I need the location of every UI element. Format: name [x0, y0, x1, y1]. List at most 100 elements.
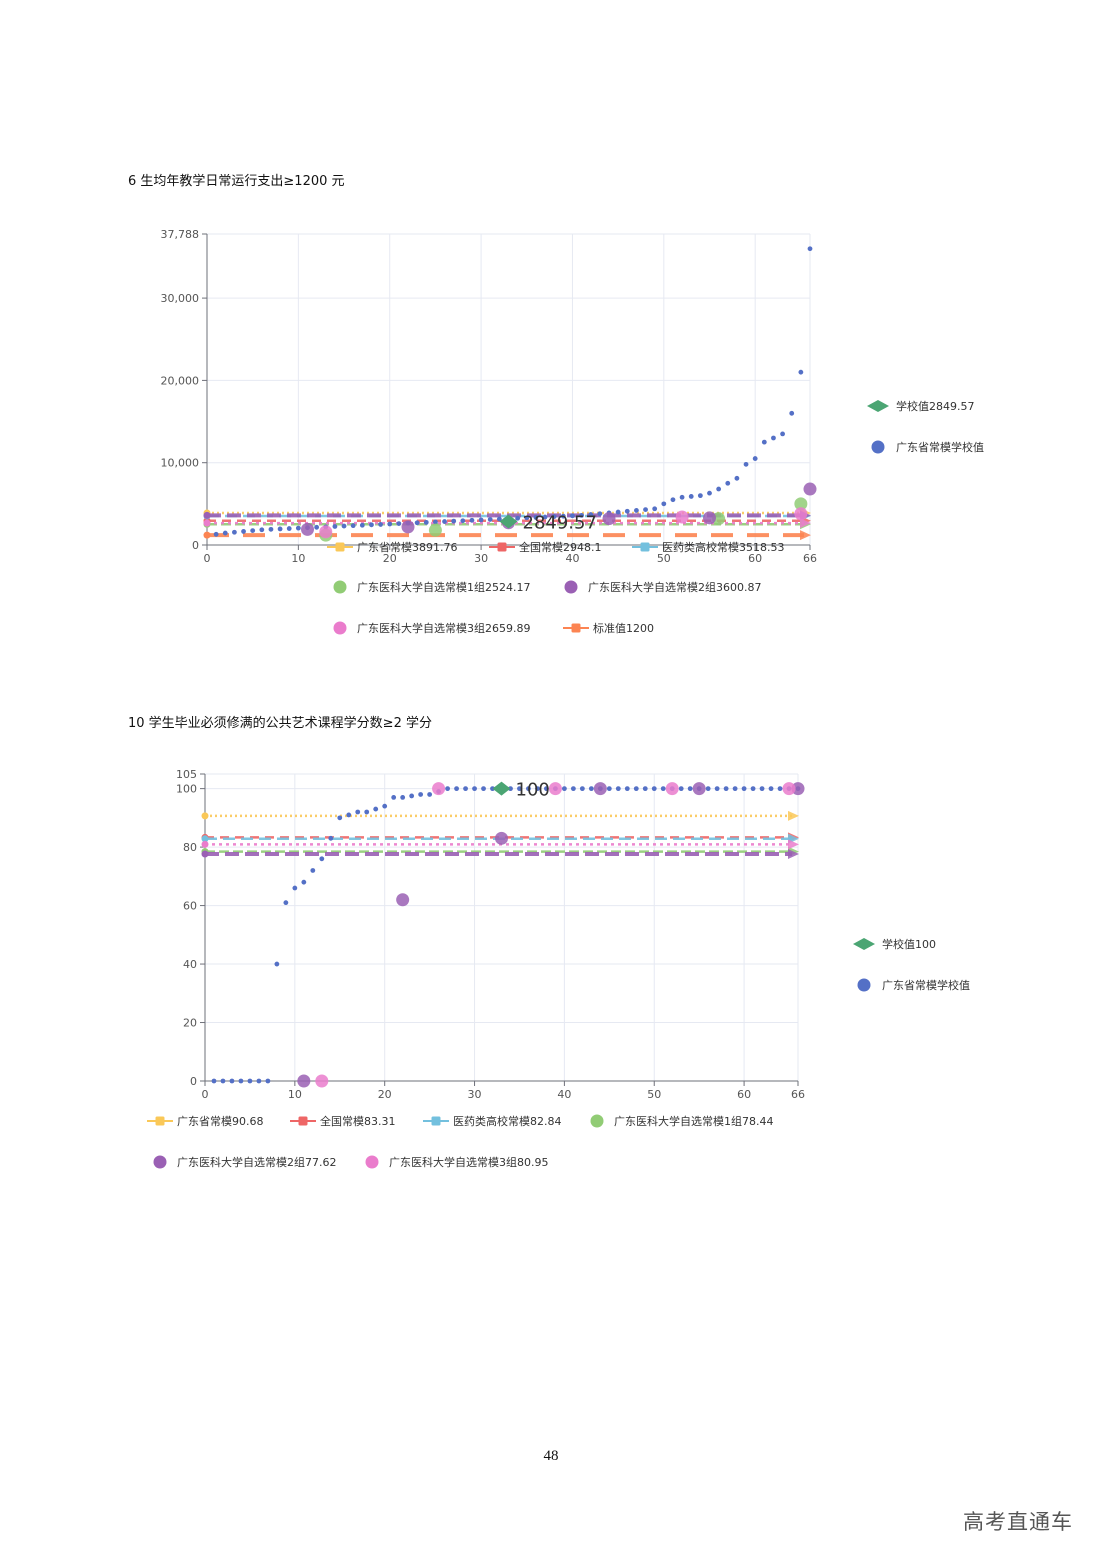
legend-dot-icon [871, 440, 885, 454]
province-point [409, 793, 415, 799]
school-value-point [499, 514, 518, 529]
province-point [451, 518, 457, 524]
side-legend: 学校值100 广东省常模学校值 [853, 937, 970, 992]
legend-label: 广东医科大学自选常模3组2659.89 [357, 621, 531, 635]
y-tick-label: 37,788 [161, 228, 200, 241]
province-point [606, 786, 612, 792]
reference-line-start-marker [201, 840, 209, 848]
province-point [301, 879, 307, 885]
legend-label: 全国常模83.31 [320, 1114, 396, 1128]
side-legend: 学校值2849.57 广东省常模学校值 [867, 399, 984, 454]
province-point [283, 900, 289, 906]
province-point [660, 786, 666, 792]
legend-circle-icon [590, 1114, 604, 1128]
province-point [679, 494, 685, 500]
group-mark-point [803, 482, 817, 496]
legend-dot-icon [857, 978, 871, 992]
province-point [387, 521, 393, 527]
province-point [469, 517, 475, 523]
group-mark-point [782, 782, 796, 796]
legend-label: 广东医科大学自选常模1组78.44 [614, 1114, 774, 1128]
chart1-heading: 6 生均年教学日常运行支出≥1200 元 [128, 174, 345, 189]
province-point [517, 786, 522, 792]
reference-line-start-marker [201, 812, 209, 820]
legend-label: 广东省常模学校值 [896, 440, 984, 454]
group-mark-point [791, 782, 805, 796]
province-point [341, 523, 347, 529]
province-point [798, 369, 804, 375]
province-point [661, 501, 667, 507]
province-point [544, 786, 549, 792]
legend-item: 广东医科大学自选常模1组2524.17 [333, 580, 531, 594]
province-point [247, 1078, 253, 1084]
province-point [732, 786, 738, 792]
province-point [533, 515, 539, 520]
province-point [423, 519, 429, 525]
legend-label: 医药类高校常模3518.53 [662, 540, 785, 554]
province-point [382, 803, 388, 809]
province-point [232, 529, 237, 535]
province-point [725, 480, 731, 486]
legend-label: 医药类高校常模82.84 [453, 1114, 562, 1128]
province-point [295, 525, 301, 531]
x-tick-label: 0 [202, 1088, 209, 1101]
reference-line-arrow [800, 530, 811, 541]
school-value-label: 100 [516, 780, 550, 801]
province-point [250, 528, 256, 533]
province-point [688, 494, 694, 499]
legend-diamond-icon [853, 938, 875, 950]
province-point [723, 786, 729, 792]
group-mark-point [396, 893, 410, 907]
legend-item: 广东省常模90.68 [147, 1115, 264, 1128]
province-point [579, 512, 584, 518]
province-point [542, 514, 548, 520]
province-point [697, 493, 703, 499]
x-tick-label: 40 [557, 1088, 571, 1101]
province-point [286, 526, 292, 531]
y-tick-label: 105 [176, 768, 197, 781]
reference-line-start-marker [201, 835, 209, 843]
chart-art-course-credits: 0 20 40 60 80 100 105 0 10 20 30 40 50 60 66 100 学校值100 广… [147, 768, 970, 1169]
province-point [229, 1078, 235, 1084]
province-point [391, 794, 397, 800]
province-point [427, 792, 433, 797]
province-point [445, 786, 450, 792]
province-point [265, 1078, 271, 1084]
legend-square-icon [571, 623, 581, 633]
x-tick-label: 30 [468, 1088, 482, 1101]
x-tick-label: 30 [474, 552, 488, 565]
reference-line-start-marker [203, 519, 211, 527]
legend-item-school: 学校值100 [853, 937, 936, 951]
legend-label: 学校值2849.57 [896, 399, 975, 413]
province-point [780, 431, 785, 437]
province-point [319, 856, 325, 862]
province-point [560, 513, 566, 519]
legend-circle-icon [333, 580, 347, 594]
group-mark-point [593, 782, 607, 796]
province-point [256, 1078, 262, 1084]
province-point [570, 786, 576, 792]
reference-line-start-marker [203, 511, 211, 519]
reference-line-start-marker [203, 531, 211, 539]
legend-label: 广东医科大学自选常模2组77.62 [177, 1155, 337, 1169]
bottom-legend: 广东省常模90.68 全国常模83.31 医药类高校常模82.84 广东医科大学自选常… [147, 1114, 774, 1169]
legend-item-province: 广东省常模学校值 [871, 440, 984, 454]
province-point [789, 410, 795, 416]
group-mark-point [432, 782, 446, 796]
y-tick-label: 30,000 [161, 292, 200, 305]
province-point [442, 519, 447, 524]
legend-item: 全国常模2948.1 [489, 540, 602, 554]
legend-label: 广东省常模90.68 [177, 1115, 264, 1128]
legend-square-icon [497, 542, 507, 552]
province-point [777, 786, 783, 792]
legend-item: 医药类高校常模82.84 [423, 1114, 562, 1128]
group-mark-point [794, 497, 808, 511]
province-point [624, 786, 630, 792]
y-tick-label: 0 [190, 1075, 197, 1088]
school-value-point [492, 781, 511, 796]
x-tick-label: 60 [748, 552, 762, 565]
province-point [634, 508, 639, 513]
province-point [478, 517, 484, 523]
y-tick-label: 20 [183, 1017, 197, 1030]
group-mark-point [794, 507, 808, 521]
